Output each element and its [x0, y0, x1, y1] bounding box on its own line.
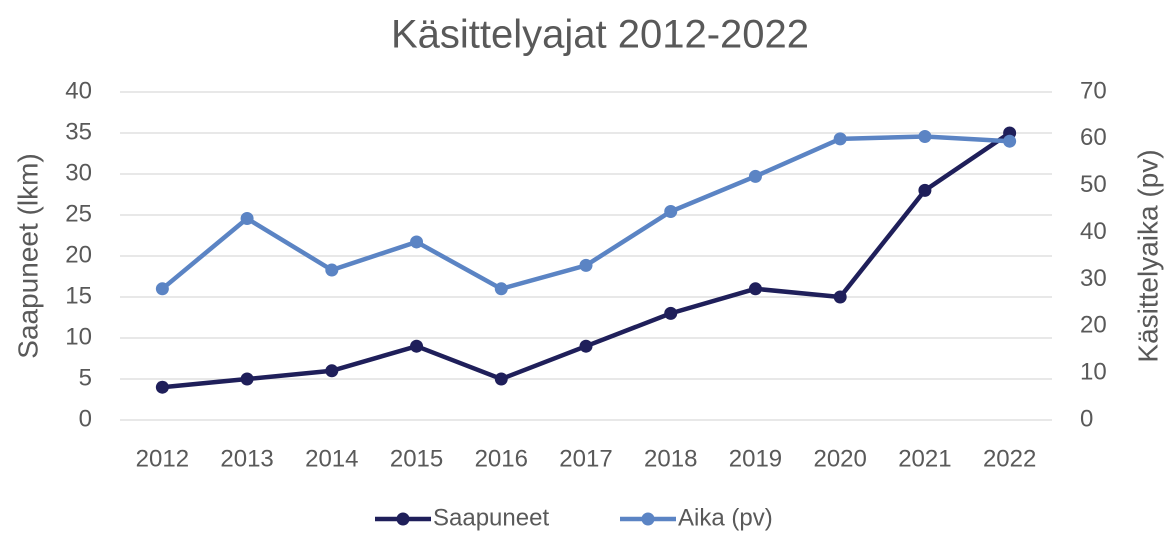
data-point [748, 169, 762, 183]
y-tick-label: 40 [65, 77, 92, 104]
y-tick-label: 20 [65, 241, 92, 268]
data-point [325, 263, 339, 277]
data-point [155, 282, 169, 296]
data-point [664, 306, 678, 320]
legend-marker [641, 512, 655, 526]
data-point [410, 339, 424, 353]
data-point [579, 258, 593, 272]
y-tick-label: 5 [79, 364, 92, 391]
y-tick-label: 30 [65, 159, 92, 186]
y2-tick-label: 0 [1080, 405, 1093, 432]
y2-tick-label: 50 [1080, 171, 1107, 198]
data-point [748, 282, 762, 296]
y2-tick-label: 30 [1080, 265, 1107, 292]
x-tick-label: 2018 [644, 445, 697, 472]
x-tick-label: 2016 [475, 445, 528, 472]
x-tick-label: 2014 [305, 445, 358, 472]
data-point [494, 282, 508, 296]
x-tick-label: 2013 [220, 445, 273, 472]
data-point [579, 339, 593, 353]
data-point [664, 204, 678, 218]
legend-marker [396, 512, 410, 526]
x-tick-label: 2021 [898, 445, 951, 472]
data-point [325, 364, 339, 378]
x-tick-label: 2015 [390, 445, 443, 472]
y-tick-label: 15 [65, 282, 92, 309]
x-tick-label: 2012 [136, 445, 189, 472]
x-tick-label: 2017 [559, 445, 612, 472]
chart-title: Käsittelyajat 2012-2022 [391, 13, 809, 57]
x-tick-label: 2022 [983, 445, 1036, 472]
y-tick-label: 35 [65, 118, 92, 145]
data-point [240, 372, 254, 386]
y-axis-label: Saapuneet (lkm) [12, 153, 43, 358]
data-point [833, 290, 847, 304]
y-tick-label: 0 [79, 405, 92, 432]
data-point [918, 130, 932, 144]
data-point [240, 212, 254, 226]
data-point [833, 132, 847, 146]
y2-tick-label: 20 [1080, 312, 1107, 339]
y2-tick-label: 70 [1080, 77, 1107, 104]
y2-tick-label: 40 [1080, 218, 1107, 245]
y2-tick-label: 60 [1080, 124, 1107, 151]
legend-label: Aika (pv) [678, 504, 773, 531]
data-point [1003, 134, 1017, 148]
data-point [918, 183, 932, 197]
data-point [494, 372, 508, 386]
y-tick-label: 10 [65, 323, 92, 350]
y2-tick-label: 10 [1080, 358, 1107, 385]
x-tick-label: 2019 [729, 445, 782, 472]
data-point [155, 380, 169, 394]
y-tick-label: 25 [65, 200, 92, 227]
y2-axis-label: Käsittelyaika (pv) [1132, 149, 1163, 362]
legend-label: Saapuneet [433, 504, 549, 531]
x-tick-label: 2020 [813, 445, 866, 472]
data-point [410, 235, 424, 249]
